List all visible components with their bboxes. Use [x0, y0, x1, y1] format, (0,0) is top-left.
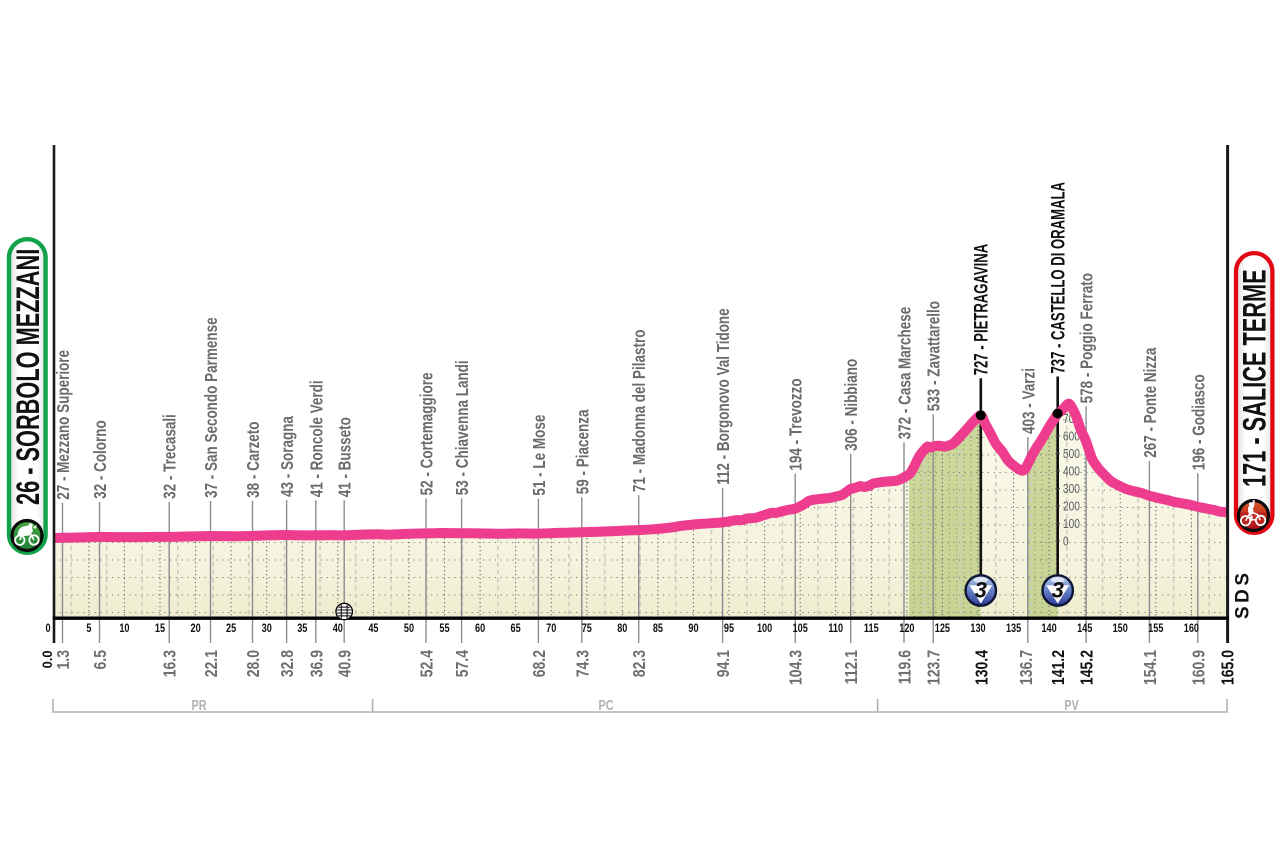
- svg-text:123.7: 123.7: [924, 650, 944, 685]
- svg-text:55: 55: [439, 622, 449, 636]
- svg-text:82.3: 82.3: [630, 650, 650, 677]
- svg-text:600: 600: [1063, 429, 1080, 443]
- svg-text:45: 45: [368, 622, 378, 636]
- svg-text:105: 105: [793, 622, 808, 636]
- svg-text:306 - Nibbiano: 306 - Nibbiano: [842, 358, 861, 450]
- svg-text:35: 35: [297, 622, 307, 636]
- svg-text:112 - Borgonovo Val Tidone: 112 - Borgonovo Val Tidone: [714, 308, 733, 485]
- svg-text:300: 300: [1063, 482, 1080, 496]
- svg-text:141.2: 141.2: [1049, 650, 1069, 685]
- svg-text:155: 155: [1148, 622, 1163, 636]
- svg-text:80: 80: [617, 622, 627, 636]
- svg-text:0.0: 0.0: [40, 651, 55, 669]
- svg-text:40.9: 40.9: [335, 650, 355, 677]
- svg-text:125: 125: [935, 622, 950, 636]
- svg-text:145.2: 145.2: [1077, 650, 1097, 685]
- svg-text:22.1: 22.1: [201, 650, 221, 677]
- svg-text:120: 120: [899, 622, 914, 636]
- svg-text:65: 65: [511, 622, 521, 636]
- svg-text:SDS: SDS: [1233, 569, 1254, 619]
- svg-text:95: 95: [724, 622, 734, 636]
- svg-text:74.3: 74.3: [573, 650, 593, 677]
- svg-text:140: 140: [1041, 622, 1056, 636]
- svg-text:32 - Colorno: 32 - Colorno: [91, 420, 110, 499]
- svg-text:52 - Cortemaggiore: 52 - Cortemaggiore: [418, 372, 437, 495]
- svg-text:41 - Busseto: 41 - Busseto: [336, 417, 355, 497]
- svg-text:PC: PC: [598, 696, 613, 713]
- svg-text:30: 30: [262, 622, 272, 636]
- svg-text:154.1: 154.1: [1140, 650, 1160, 685]
- svg-text:500: 500: [1063, 447, 1080, 461]
- svg-text:145: 145: [1077, 622, 1092, 636]
- svg-text:53 - Chiavenna Landi: 53 - Chiavenna Landi: [453, 360, 472, 495]
- svg-text:60: 60: [475, 622, 485, 636]
- svg-text:104.3: 104.3: [786, 650, 806, 685]
- svg-text:43 - Soragna: 43 - Soragna: [278, 416, 297, 497]
- svg-text:3: 3: [1052, 578, 1064, 603]
- svg-text:38 - Carzeto: 38 - Carzeto: [244, 421, 263, 498]
- svg-text:100: 100: [757, 622, 772, 636]
- svg-text:196 - Godiasco: 196 - Godiasco: [1190, 374, 1209, 470]
- svg-text:727 - PIETRAGAVINA: 727 - PIETRAGAVINA: [971, 244, 992, 376]
- svg-text:PV: PV: [1064, 696, 1079, 713]
- svg-text:578 - Poggio Ferrato: 578 - Poggio Ferrato: [1078, 273, 1097, 404]
- svg-text:119.6: 119.6: [895, 650, 915, 684]
- svg-text:59 - Piacenza: 59 - Piacenza: [574, 409, 593, 494]
- svg-text:267 - Ponte Nizza: 267 - Ponte Nizza: [1141, 348, 1160, 458]
- svg-text:5: 5: [86, 622, 91, 636]
- svg-text:533 - Zavattarello: 533 - Zavattarello: [925, 301, 944, 411]
- svg-text:85: 85: [653, 622, 663, 636]
- svg-text:75: 75: [582, 622, 592, 636]
- svg-text:32 - Trecasali: 32 - Trecasali: [161, 414, 180, 499]
- svg-text:57.4: 57.4: [452, 650, 472, 677]
- svg-text:16.3: 16.3: [160, 650, 180, 677]
- svg-text:15: 15: [155, 622, 165, 636]
- svg-text:6.5: 6.5: [90, 650, 110, 670]
- svg-text:171 - SALICE TERME: 171 - SALICE TERME: [1236, 269, 1272, 487]
- svg-text:20: 20: [191, 622, 201, 636]
- svg-text:37 - San Secondo Parmense: 37 - San Secondo Parmense: [202, 317, 221, 498]
- svg-text:135: 135: [1006, 622, 1021, 636]
- svg-text:27 - Mezzano Superiore: 27 - Mezzano Superiore: [54, 350, 73, 500]
- svg-text:50: 50: [404, 622, 414, 636]
- svg-text:160.9: 160.9: [1189, 650, 1209, 685]
- svg-text:100: 100: [1063, 517, 1080, 531]
- svg-text:36.9: 36.9: [307, 650, 327, 677]
- svg-text:403 - Varzi: 403 - Varzi: [1020, 368, 1039, 434]
- svg-text:52.4: 52.4: [417, 650, 437, 677]
- svg-text:130.4: 130.4: [972, 650, 992, 685]
- svg-text:68.2: 68.2: [529, 650, 549, 677]
- svg-text:41 - Roncole Verdi: 41 - Roncole Verdi: [308, 380, 327, 497]
- svg-text:372 - Casa Marchese: 372 - Casa Marchese: [896, 307, 915, 440]
- svg-text:90: 90: [688, 622, 698, 636]
- svg-text:200: 200: [1063, 499, 1080, 513]
- svg-text:10: 10: [119, 622, 129, 636]
- svg-text:115: 115: [864, 622, 879, 636]
- svg-text:3: 3: [975, 578, 987, 603]
- svg-text:400: 400: [1063, 464, 1080, 478]
- svg-text:32.8: 32.8: [277, 650, 297, 677]
- svg-text:1.3: 1.3: [53, 650, 73, 670]
- svg-text:94.1: 94.1: [713, 650, 733, 677]
- svg-text:136.7: 136.7: [1016, 650, 1036, 685]
- svg-text:PR: PR: [191, 696, 206, 713]
- svg-text:40: 40: [333, 622, 343, 636]
- svg-text:25: 25: [226, 622, 236, 636]
- svg-text:0: 0: [45, 622, 50, 636]
- svg-text:160: 160: [1184, 622, 1199, 636]
- svg-text:130: 130: [970, 622, 985, 636]
- svg-text:737 - CASTELLO DI ORAMALA: 737 - CASTELLO DI ORAMALA: [1048, 182, 1069, 374]
- svg-text:112.1: 112.1: [842, 650, 862, 684]
- svg-text:51 - Le Mose: 51 - Le Mose: [530, 415, 549, 496]
- svg-text:71 - Madonna del Pilastro: 71 - Madonna del Pilastro: [630, 329, 649, 492]
- svg-text:0: 0: [1063, 534, 1069, 548]
- svg-text:70: 70: [546, 622, 556, 636]
- svg-text:165.0: 165.0: [1218, 650, 1238, 685]
- svg-text:26 - SORBOLO MEZZANI: 26 - SORBOLO MEZZANI: [10, 249, 46, 505]
- svg-text:110: 110: [828, 622, 843, 636]
- svg-text:150: 150: [1113, 622, 1128, 636]
- svg-text:194 - Trevozzo: 194 - Trevozzo: [787, 378, 806, 470]
- svg-text:28.0: 28.0: [243, 650, 263, 677]
